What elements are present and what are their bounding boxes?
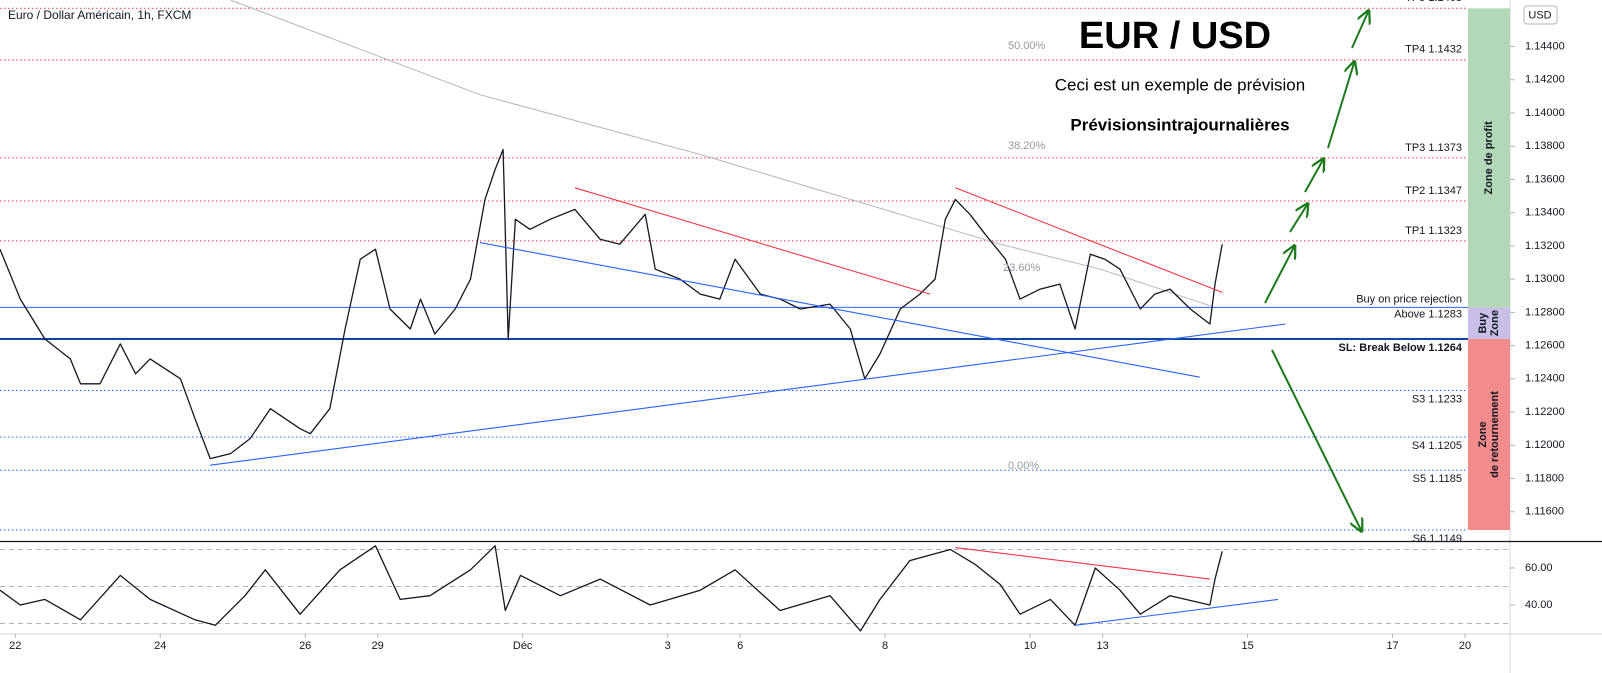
level-label: TP4 1.1432 xyxy=(1405,44,1462,56)
x-tick-label: 10 xyxy=(1024,640,1036,652)
y-tick-label: 1.12400 xyxy=(1525,373,1565,385)
zone-label: de retournement xyxy=(1489,391,1501,478)
annotation: Prévisionsintrajournalières xyxy=(1070,115,1289,134)
arrow xyxy=(1289,205,1307,233)
level-label: TP2 1.1347 xyxy=(1405,185,1462,197)
y-tick-label: 1.14200 xyxy=(1525,74,1565,86)
fib-label: 38.20% xyxy=(1008,140,1046,152)
y-tick-label: 1.13200 xyxy=(1525,240,1565,252)
level-label: Above 1.1283 xyxy=(1394,308,1462,320)
symbol-legend: Euro / Dollar Américain, 1h, FXCM xyxy=(8,8,191,22)
y-tick-label: 1.11800 xyxy=(1525,472,1564,484)
level-label: S3 1.1233 xyxy=(1412,393,1462,405)
y-tick-label: 1.13400 xyxy=(1525,207,1565,219)
x-tick-label: 22 xyxy=(9,640,21,652)
zone-label: Zone xyxy=(1477,421,1489,447)
zone xyxy=(1468,8,1510,308)
trendline xyxy=(210,323,1286,466)
arrow xyxy=(1264,247,1294,304)
fib-label: 50.00% xyxy=(1008,40,1046,52)
level-label: TP5 1.1463 xyxy=(1405,0,1462,4)
x-tick-label: 6 xyxy=(737,640,743,652)
y-tick-label: 40.00 xyxy=(1525,599,1553,611)
trendline xyxy=(955,187,1223,293)
level-label: S4 1.1205 xyxy=(1412,440,1462,452)
arrow xyxy=(1351,12,1368,49)
zone xyxy=(1468,338,1510,531)
currency-box[interactable] xyxy=(1523,5,1558,25)
y-tick-label: 1.13600 xyxy=(1525,173,1565,185)
trendline xyxy=(479,242,1200,378)
y-tick-label: 1.12600 xyxy=(1525,340,1565,352)
series-line xyxy=(230,0,1211,307)
forecast-arrows xyxy=(1264,12,1368,530)
currency[interactable]: USD xyxy=(1528,9,1551,21)
label-layer: Euro / Dollar Américain, 1h, FXCM EUR / … xyxy=(8,0,1565,652)
x-tick-label: 24 xyxy=(154,640,166,652)
y-tick-label: 1.13800 xyxy=(1525,140,1565,152)
arrow xyxy=(1327,63,1354,149)
level-label: SL: Break Below 1.1264 xyxy=(1338,342,1462,354)
zone-label: Buy xyxy=(1477,312,1489,334)
series-line xyxy=(0,545,1223,632)
fib-label: 23.60% xyxy=(1003,262,1041,274)
x-tick-label: 8 xyxy=(882,640,888,652)
trendline xyxy=(574,187,931,295)
x-tick-label: 17 xyxy=(1386,640,1398,652)
y-tick-label: 1.12800 xyxy=(1525,306,1565,318)
level-caption: Buy on price rejection xyxy=(1356,293,1462,305)
trendline xyxy=(955,547,1210,580)
chart-title: EUR / USD xyxy=(1079,15,1271,57)
y-tick-label: 1.13000 xyxy=(1525,273,1565,285)
zone-label: Zone xyxy=(1489,310,1501,336)
y-tick-label: 1.14400 xyxy=(1525,40,1565,52)
level-label: TP3 1.1373 xyxy=(1405,142,1462,154)
y-tick-label: 1.12200 xyxy=(1525,406,1565,418)
level-label: S6 1.1149 xyxy=(1413,533,1462,545)
level-label: TP1 1.1323 xyxy=(1405,225,1462,237)
y-tick-label: 60.00 xyxy=(1525,562,1553,574)
price-axis-panel xyxy=(1510,0,1602,673)
zone-label: Zone de profit xyxy=(1483,121,1495,195)
zone xyxy=(1468,307,1510,339)
level-label: S5 1.1185 xyxy=(1413,473,1462,485)
x-tick-label: 3 xyxy=(665,640,671,652)
x-tick-label: 26 xyxy=(299,640,311,652)
fib-label: 0.00% xyxy=(1008,460,1039,472)
arrow xyxy=(1304,160,1323,193)
x-tick-label: Déc xyxy=(513,640,533,652)
x-tick-label: 15 xyxy=(1241,640,1253,652)
chart-subtitle: Ceci est un exemple de prévision xyxy=(1055,75,1305,94)
x-tick-label: 29 xyxy=(372,640,384,652)
x-tick-label: 20 xyxy=(1459,640,1471,652)
x-tick-label: 13 xyxy=(1096,640,1108,652)
y-tick-label: 1.14000 xyxy=(1525,107,1565,119)
y-tick-label: 1.11600 xyxy=(1525,506,1564,518)
arrow xyxy=(1271,349,1361,530)
series-line xyxy=(0,148,1223,460)
trendline xyxy=(1075,598,1279,626)
y-tick-label: 1.12000 xyxy=(1525,439,1565,451)
